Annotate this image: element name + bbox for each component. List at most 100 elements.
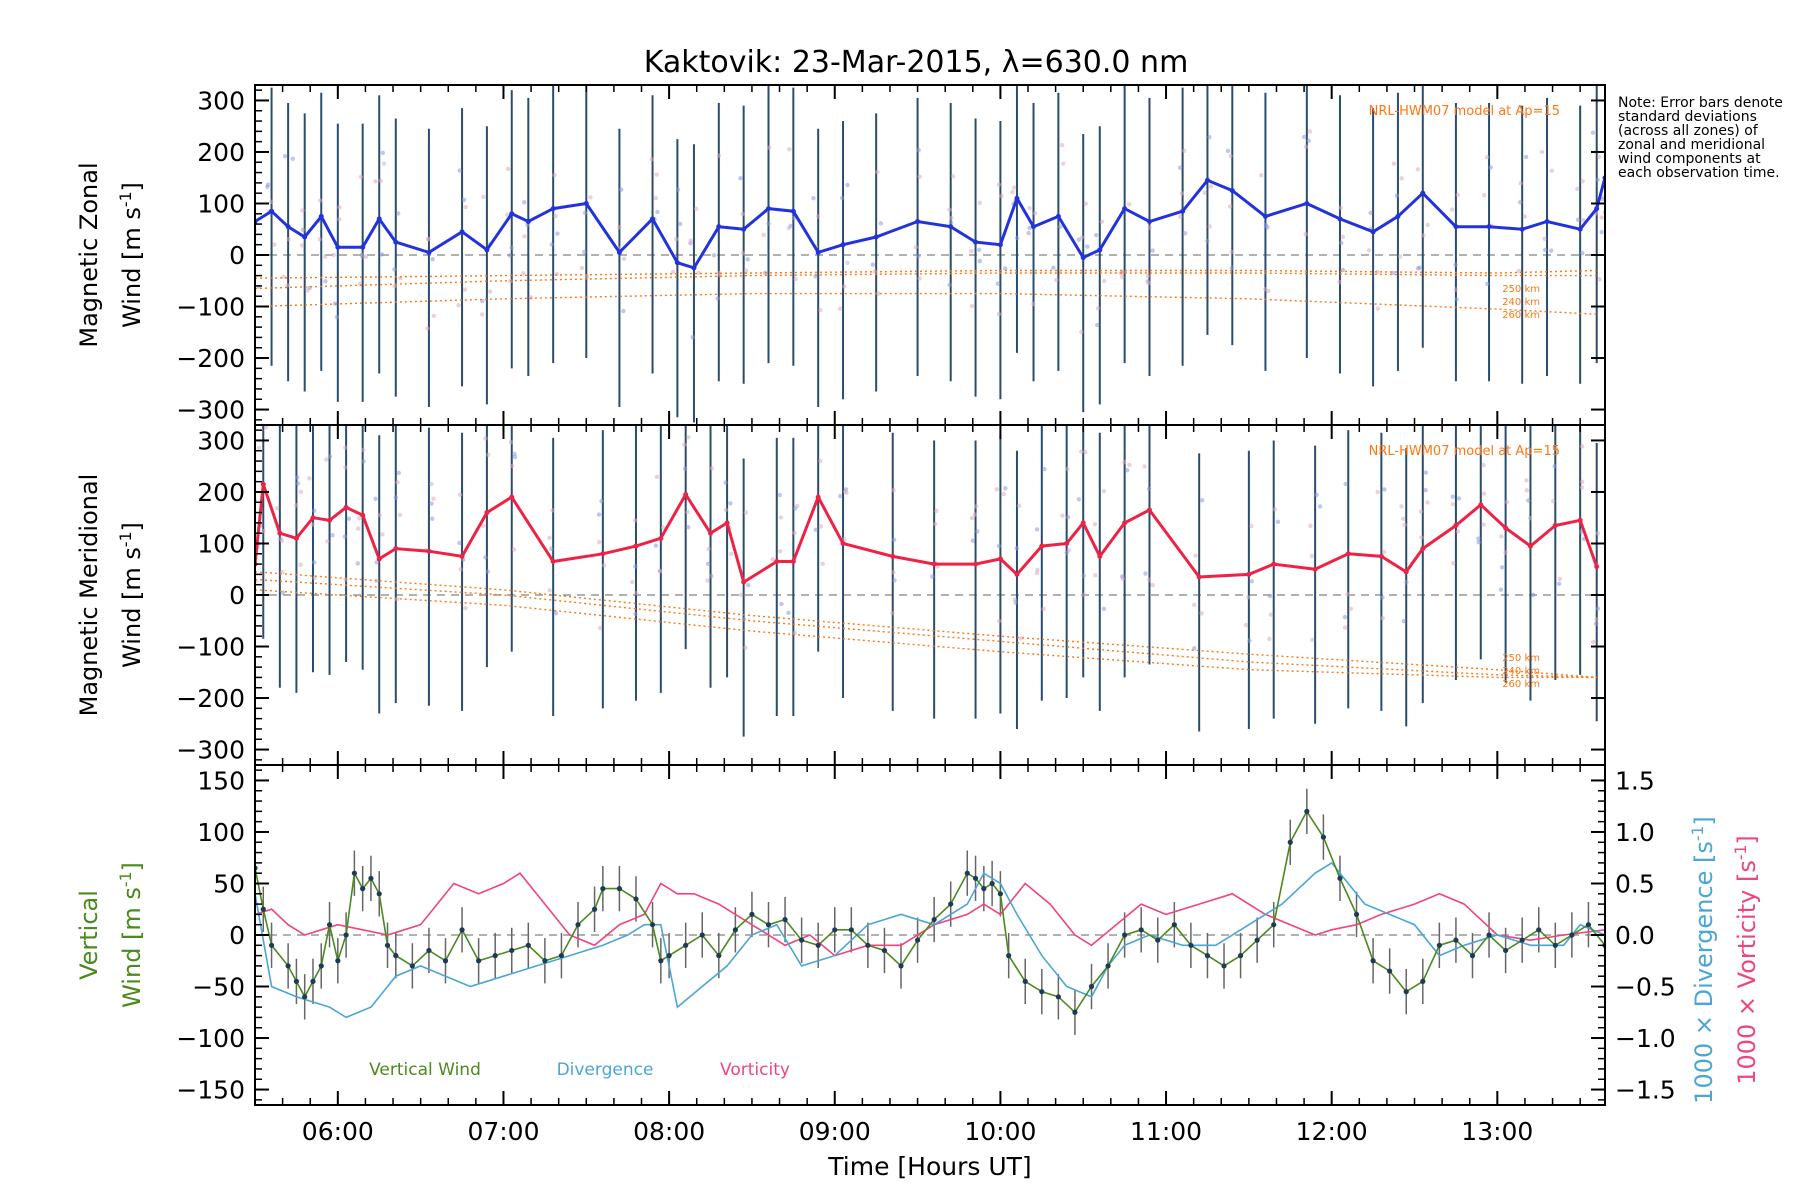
zone-point	[660, 525, 666, 530]
vertical-wind-point	[476, 958, 482, 964]
zone-point	[1531, 592, 1536, 597]
zone-point	[653, 195, 659, 201]
zone-point	[1034, 527, 1040, 532]
model-altitude-label: 260 km	[1502, 310, 1540, 321]
wind-point	[1577, 517, 1583, 523]
y-tick-label: 100	[197, 529, 245, 558]
zone-point	[479, 312, 485, 317]
zone-point	[555, 231, 560, 236]
wind-point	[915, 219, 921, 225]
model-curve	[255, 578, 1597, 679]
zone-point	[1034, 570, 1040, 576]
vertical-wind-point	[302, 994, 308, 1000]
zone-point	[690, 334, 695, 340]
zone-point	[972, 512, 978, 517]
plot-area	[255, 85, 1605, 423]
zone-point	[1275, 519, 1281, 524]
zone-point	[977, 258, 982, 264]
zone-point	[930, 574, 935, 579]
wind-point	[600, 551, 606, 557]
zone-point	[463, 204, 468, 210]
zone-point	[1249, 523, 1254, 529]
wind-point	[426, 249, 432, 255]
zone-point	[1081, 573, 1086, 578]
zone-point	[458, 567, 463, 572]
y2-tick-label: 0.5	[1615, 869, 1655, 898]
zone-point	[815, 214, 821, 219]
vertical-wind-point	[1138, 927, 1144, 933]
zone-point	[996, 618, 1002, 624]
zone-point	[977, 200, 982, 206]
zone-point	[1394, 193, 1400, 198]
zone-point	[1382, 487, 1387, 492]
zonal-wind-panel: NRL-HWM07 model at Ap=15 250 km 240 km 260 …	[75, 84, 1606, 426]
zone-point	[1342, 625, 1348, 630]
zone-point	[872, 269, 877, 274]
error-bar-note: Note: Error bars denote standard deviati…	[1618, 95, 1783, 181]
vertical-wind-point	[310, 978, 316, 984]
zone-point	[761, 232, 766, 238]
zone-point	[711, 253, 717, 258]
zone-point	[682, 442, 687, 447]
zone-point	[395, 211, 401, 216]
zone-point	[272, 242, 277, 247]
zone-point	[1014, 546, 1020, 551]
wind-point	[931, 561, 937, 567]
zone-point	[298, 562, 303, 567]
zone-point	[709, 573, 714, 579]
zone-point	[916, 147, 921, 153]
zone-point	[431, 313, 437, 319]
wind-point	[691, 265, 697, 271]
zone-point	[1208, 184, 1214, 189]
zone-point	[787, 147, 792, 152]
zone-point	[649, 157, 654, 162]
wind-point	[583, 200, 589, 206]
zone-point	[1456, 496, 1462, 501]
zone-point	[547, 588, 552, 593]
zone-point	[1499, 534, 1504, 539]
vertical-wind-point	[1055, 994, 1061, 1000]
zone-point	[1518, 181, 1523, 186]
y-tick-label: 150	[197, 766, 245, 795]
wind-point	[650, 216, 656, 222]
y-axis-label: Wind [m s-1]	[117, 862, 146, 1008]
vertical-wind-point	[1105, 963, 1111, 969]
wind-point	[840, 242, 846, 248]
zone-point	[1481, 192, 1487, 198]
wind-point	[1304, 200, 1310, 206]
zone-point	[1575, 217, 1581, 222]
vertical-wind-point	[1503, 947, 1509, 954]
zone-point	[654, 172, 659, 177]
wind-point	[997, 242, 1003, 248]
zone-point	[618, 187, 624, 192]
zone-point	[1597, 277, 1602, 282]
wind-point	[1080, 255, 1086, 261]
zone-point	[777, 492, 783, 498]
wind-point	[1246, 571, 1252, 577]
zone-point	[1423, 488, 1428, 493]
zone-point	[1380, 616, 1385, 621]
wind-point	[509, 211, 515, 217]
zone-point	[791, 215, 797, 221]
vertical-wind-point	[393, 953, 399, 959]
legend-entry: Vorticity	[720, 1060, 790, 1080]
zone-point	[1093, 573, 1098, 578]
zone-point	[1580, 479, 1585, 485]
zone-point	[373, 496, 378, 502]
zone-point	[1010, 189, 1015, 195]
wind-point	[790, 208, 796, 214]
vertical-wind-point	[898, 963, 904, 969]
zone-point	[842, 284, 847, 289]
vertical-wind-point	[765, 922, 772, 928]
vertical-wind-point	[666, 953, 672, 959]
vertical-wind-point	[914, 937, 921, 943]
zone-point	[1375, 489, 1380, 495]
zone-point	[653, 543, 659, 548]
zone-point	[553, 611, 559, 616]
vertical-wind-point	[683, 942, 689, 948]
zone-point	[1595, 531, 1600, 536]
y-tick-label: 0	[229, 581, 245, 610]
zone-point	[630, 579, 635, 585]
zone-point	[1267, 593, 1273, 599]
zone-point	[342, 534, 348, 539]
